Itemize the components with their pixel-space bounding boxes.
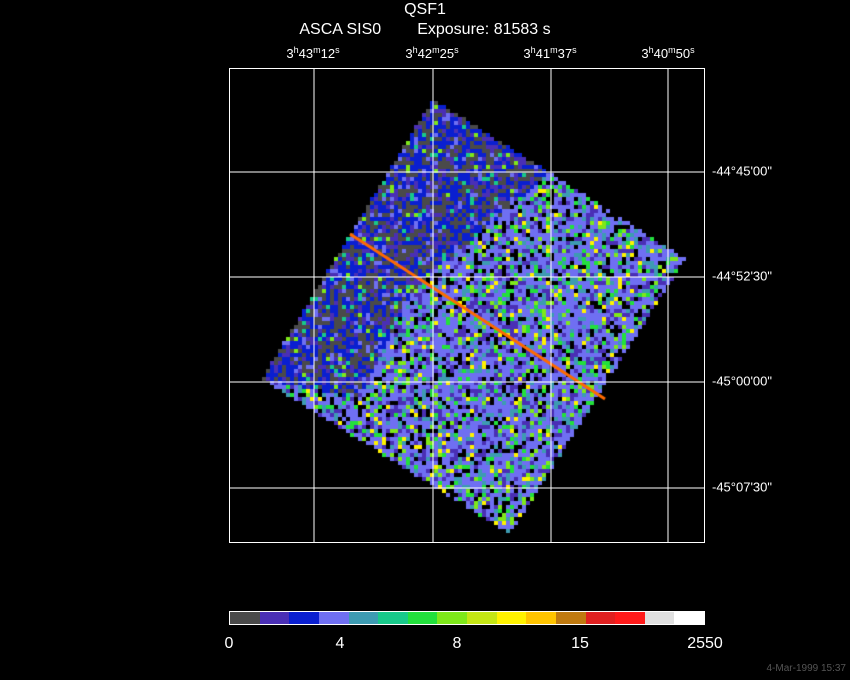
colorbar-swatch — [407, 612, 438, 624]
colorbar-swatch — [555, 612, 586, 624]
colorbar-label: 15 — [571, 635, 589, 652]
ra-tick-label: 3h40m50s — [641, 45, 695, 61]
colorbar-label: 0 — [224, 635, 234, 652]
colorbar-swatch — [467, 612, 497, 624]
colorbar-swatch — [644, 612, 675, 624]
dec-tick-label: -44°52'30" — [712, 268, 773, 284]
colorbar-label: 8 — [452, 635, 462, 652]
colorbar-swatch — [615, 612, 645, 624]
plot-title: QSF1 — [404, 1, 446, 18]
colorbar-swatch — [259, 612, 290, 624]
ra-tick-label: 3h42m25s — [405, 45, 459, 61]
coordinate-grid — [230, 69, 704, 542]
instrument-label: ASCA SIS0 — [299, 21, 382, 38]
colorbar-swatch — [348, 612, 379, 624]
dec-tick-label: -44°45'00" — [712, 163, 773, 179]
colorbar-swatch — [378, 612, 408, 624]
colorbar-swatch — [496, 612, 527, 624]
dec-tick-label: -45°00'00" — [712, 373, 773, 389]
plot-subtitle: ASCA SIS0 Exposure: 81583 s — [0, 22, 850, 38]
ra-tick-label: 3h41m37s — [523, 45, 577, 61]
dec-tick-label: -45°07'30" — [712, 479, 773, 495]
colorbar-label: 2550 — [687, 635, 723, 652]
colorbar-swatch — [289, 612, 319, 624]
colorbar-swatch — [674, 612, 704, 624]
colorbar-swatch — [318, 612, 349, 624]
exposure-label: Exposure: 81583 s — [417, 21, 551, 38]
colorbar-swatch — [526, 612, 556, 624]
colorbar-label: 4 — [335, 635, 345, 652]
colorbar — [229, 611, 705, 625]
colorbar-swatch — [585, 612, 616, 624]
timestamp: 4-Mar-1999 15:37 — [766, 663, 847, 674]
sky-image-frame — [229, 68, 705, 543]
colorbar-swatch — [437, 612, 467, 624]
xray-count-map — [230, 69, 704, 542]
ra-tick-label: 3h43m12s — [286, 45, 340, 61]
colorbar-swatch — [230, 612, 260, 624]
